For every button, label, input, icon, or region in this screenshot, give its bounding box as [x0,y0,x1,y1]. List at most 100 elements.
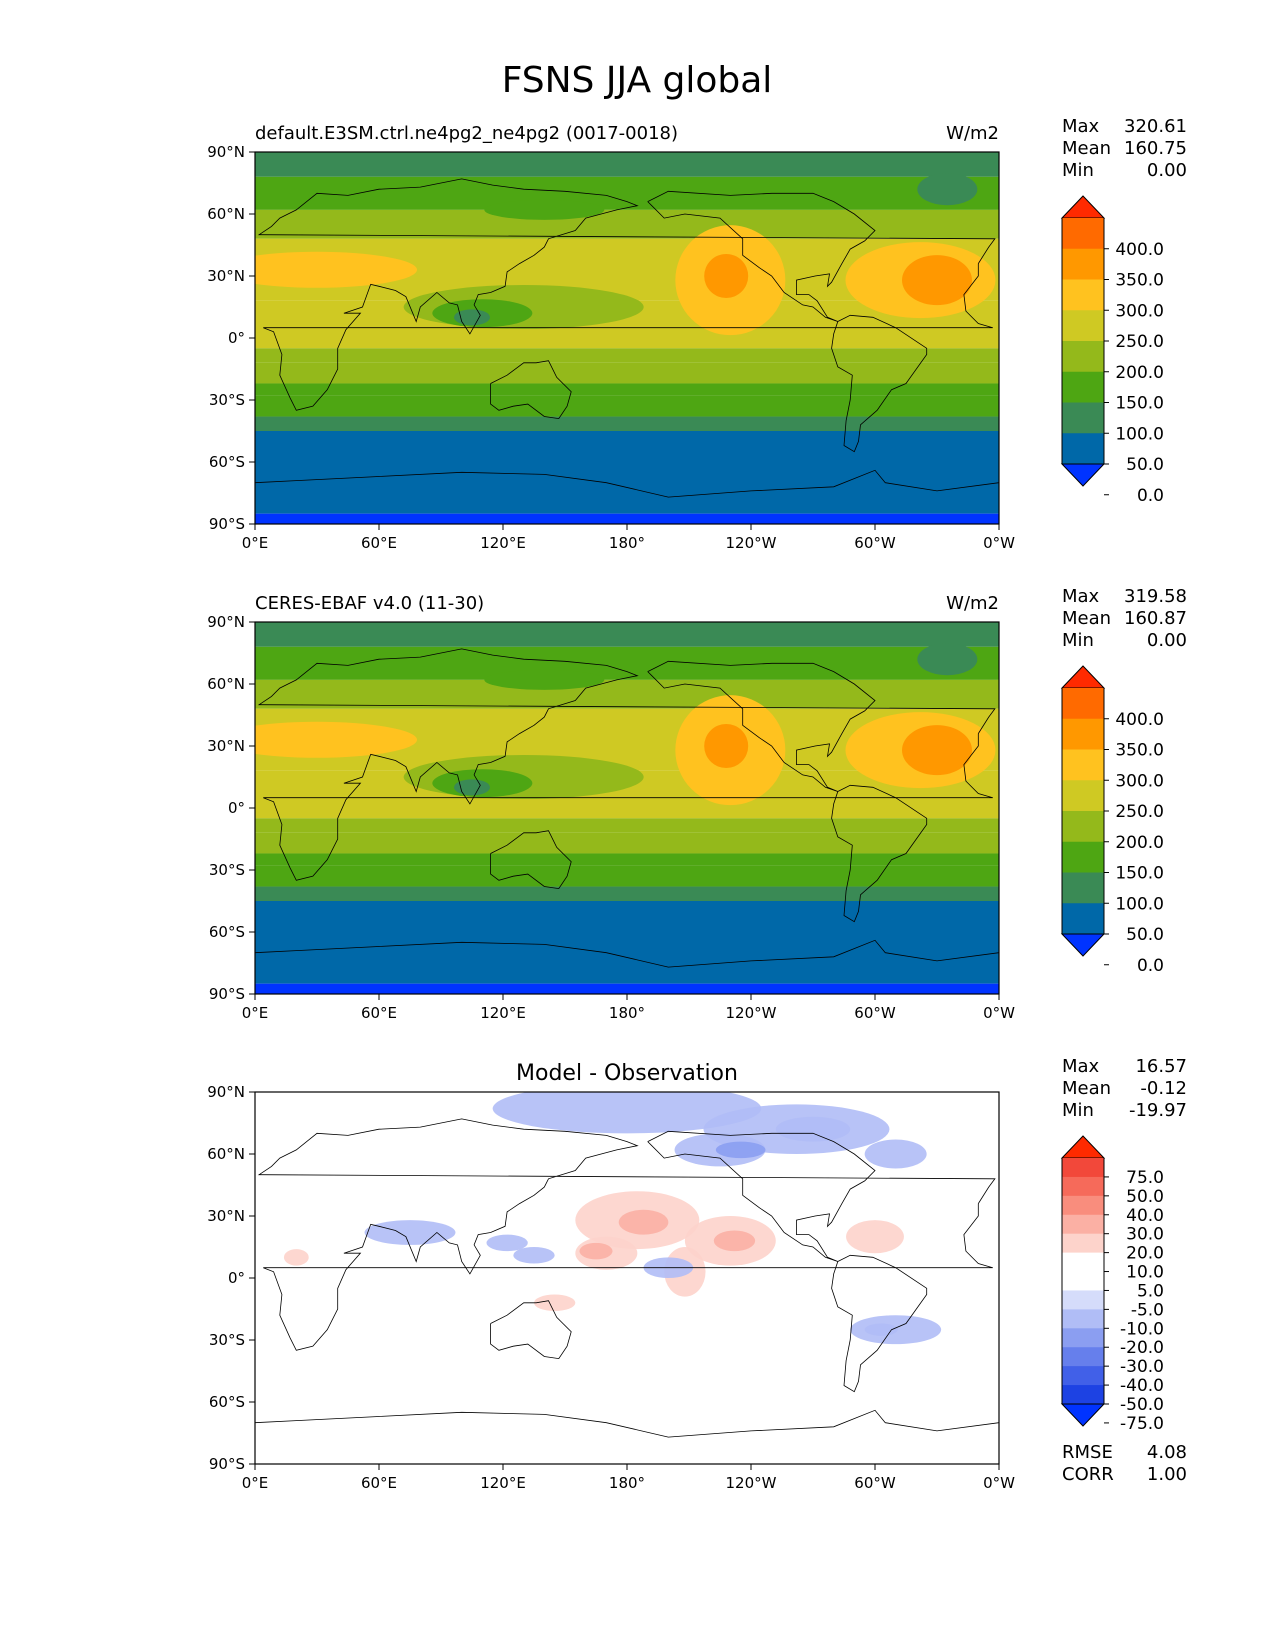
x-tick-label: 0°W [983,534,1015,552]
band-6 [255,832,999,854]
panel-title: Model - Observation [516,1061,738,1086]
monsoon-cloud [454,779,490,796]
colorbar-label: -30.0 [1120,1357,1164,1377]
anomaly-15 [486,1234,528,1252]
colorbar-segment [1062,248,1104,280]
colorbar-segment [1062,402,1104,434]
sahara-high [255,721,417,758]
panel-title: CERES-EBAF v4.0 (11-30) [255,593,484,614]
colorbar-label: 250.0 [1115,332,1164,352]
stat-mean: Mean -0.12 [1062,1078,1187,1099]
colorbar-segment [1062,371,1104,403]
colorbar-segment [1062,718,1104,750]
figure-title: FSNS JJA global [502,60,773,101]
field-difference [255,1092,999,1438]
anomaly-14 [364,1220,456,1245]
y-tick-label: 90°S [209,1455,245,1473]
y-tick-label: 60°N [207,205,245,223]
stat-min: Min -19.97 [1062,1100,1187,1121]
stats-panel-3: Max 16.57 Mean -0.12 Min -19.97 [1062,1056,1187,1122]
colorbar-label: 50.0 [1126,1187,1164,1207]
y-tick-label: 30°N [207,267,245,285]
x-tick-label: 120°E [480,534,526,552]
colorbar-extend-bottom [1060,1403,1106,1427]
colorbar-label: 350.0 [1115,741,1164,761]
panel-units: W/m2 [946,593,999,614]
colorbar-segment [1062,1366,1104,1386]
x-tick-label: 120°E [480,1004,526,1022]
colorbar-label: 0.0 [1137,486,1164,506]
colorbar-extend-bottom [1060,463,1106,487]
y-tick-label: 60°S [209,1393,245,1411]
band-10 [255,901,999,984]
colorbar: 75.050.040.030.020.010.05.0-5.0-10.0-20.… [1060,1135,1164,1434]
field-observation [255,622,999,994]
coastline-4 [255,939,999,968]
anomaly-2 [775,1116,851,1142]
stats-panel-1: Max 320.61 Mean 160.75 Min 0.00 [1062,116,1187,182]
siberia-band [484,669,605,690]
error-stats: RMSE 4.08 CORR 1.00 [1062,1442,1187,1486]
y-tick-label: 0° [228,329,245,347]
band-0 [255,622,999,647]
band-9 [255,886,999,901]
colorbar-label: 150.0 [1115,394,1164,414]
anomaly-13 [846,1220,904,1254]
colorbar-segment [1062,1158,1104,1178]
colorbar-extend-top [1060,195,1106,219]
x-tick-label: 60°W [854,1474,896,1492]
y-tick-label: 60°S [209,453,245,471]
stat-rmse: RMSE 4.08 [1062,1442,1187,1463]
subtropical-core-atlantic [902,725,972,776]
band-7 [255,853,999,866]
y-tick-label: 60°N [207,675,245,693]
field-model [255,152,999,524]
colorbar-segment [1062,433,1104,465]
band-6 [255,362,999,384]
colorbar-label: 200.0 [1115,363,1164,383]
colorbar-segment [1062,749,1104,781]
colorbar-segment [1062,903,1104,935]
band-10 [255,431,999,514]
colorbar-label: 5.0 [1137,1281,1164,1301]
colorbar-segment [1062,1309,1104,1329]
y-tick-label: 60°S [209,923,245,941]
anomaly-21 [534,1294,576,1312]
colorbar-segment [1062,1252,1104,1273]
x-tick-label: 0°W [983,1004,1015,1022]
colorbar-segment [1062,1347,1104,1367]
stat-min: Min 0.00 [1062,160,1187,181]
coastline-3 [490,830,572,890]
band-2 [255,209,999,239]
anomaly-0 [492,1092,762,1134]
stat-corr: CORR 1.00 [1062,1464,1187,1485]
colorbar-label: 250.0 [1115,802,1164,822]
y-tick-label: 30°S [209,861,245,879]
colorbar-label: 200.0 [1115,833,1164,853]
colorbar-segment [1062,279,1104,311]
x-tick-label: 60°E [361,1474,397,1492]
coastline-3 [490,360,572,420]
x-tick-label: 0°E [242,1474,269,1492]
y-tick-label: 30°N [207,737,245,755]
anomaly-16 [513,1247,555,1264]
anomaly-5 [864,1139,927,1169]
anomaly-4 [715,1141,766,1159]
colorbar-segment [1062,780,1104,812]
colorbar-label: 300.0 [1115,301,1164,321]
anomaly-11 [579,1242,613,1260]
band-11 [255,513,999,524]
panels-group: 0°E 60°E 120°E 180° 120°W 60°W 0°W 90°N 60°N 30°N… [207,123,1164,1492]
colorbar: 400.0 350.0 300.0 250.0 200.0 150.0 100.0 50.0 0… [1060,195,1164,506]
y-tick-label: 0° [228,799,245,817]
siberia-band [484,199,605,220]
stat-max: Max 16.57 [1062,1056,1187,1077]
colorbar-label: 350.0 [1115,271,1164,291]
colorbar-label: 75.0 [1126,1168,1164,1188]
x-tick-label: 120°W [726,534,777,552]
band-11 [255,983,999,994]
coastline-4 [255,469,999,498]
colorbar-label: 10.0 [1126,1263,1164,1283]
coastline-0 [257,1118,996,1351]
